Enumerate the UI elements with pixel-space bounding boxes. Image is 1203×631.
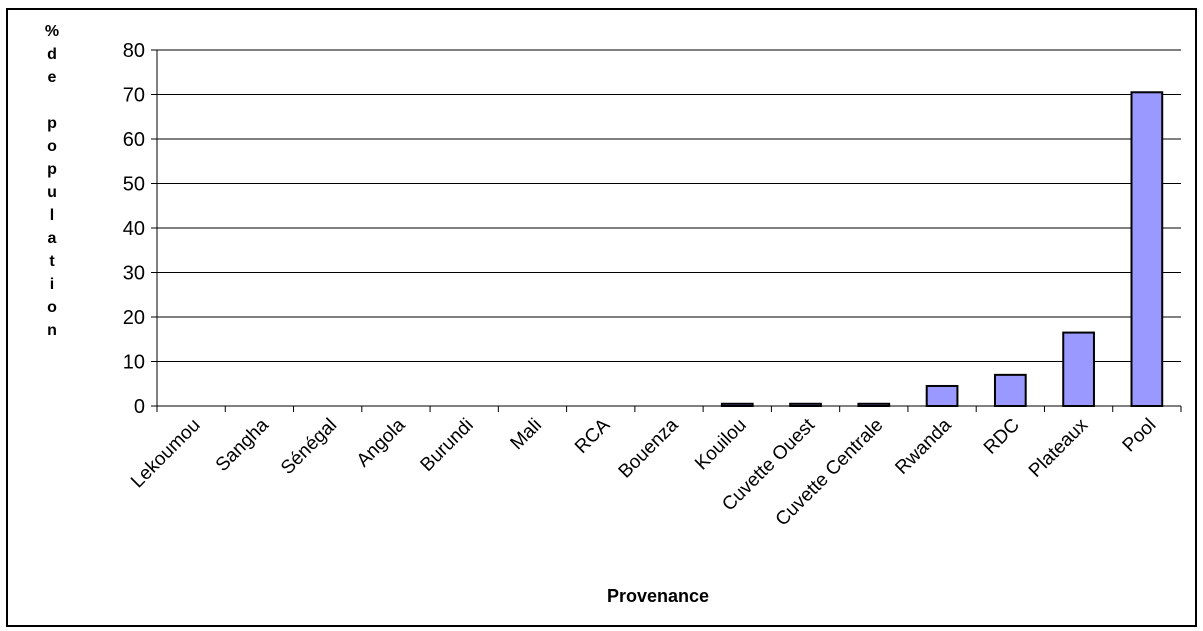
- bar: [993, 373, 1027, 408]
- y-axis-ticks: 0 10 20 30 40 50 60 70 80: [123, 40, 157, 418]
- y-axis-title-letter: l: [50, 207, 54, 224]
- y-tick-label: 40: [123, 218, 145, 240]
- x-tick-label: Angola: [353, 414, 410, 471]
- x-tick-label: Kouilou: [691, 415, 751, 475]
- x-tick-label: Lekoumou: [127, 415, 205, 493]
- bar: [1062, 331, 1095, 408]
- gridlines: [157, 49, 1181, 362]
- x-tick-label: Pool: [1119, 415, 1161, 457]
- y-tick-label: 0: [134, 396, 145, 418]
- y-tick-label: 70: [123, 85, 145, 107]
- x-axis-labels: Lekoumou Sangha Sénégal Angola Burundi Mali RC…: [127, 414, 1160, 530]
- x-tick-label: Mali: [507, 415, 546, 454]
- bar: [1130, 91, 1164, 408]
- x-tick-label: RCA: [571, 414, 614, 457]
- y-tick-label: 20: [123, 307, 145, 329]
- x-tick-label: Bouenza: [615, 414, 683, 482]
- x-tick-label: RDC: [980, 415, 1024, 459]
- x-tick-label: Sénégal: [277, 415, 341, 479]
- x-tick-label: Sangha: [212, 414, 273, 475]
- y-axis-title-letter: p: [47, 161, 57, 178]
- y-axis-title-letter: p: [47, 115, 57, 132]
- y-axis-title-letter: t: [49, 253, 55, 270]
- y-axis-title-letter: u: [47, 184, 57, 201]
- y-axis-title-letter: o: [47, 299, 57, 316]
- y-tick-label: 10: [123, 352, 145, 374]
- y-tick-label: 50: [123, 174, 145, 196]
- y-axis-title-letter: e: [48, 69, 57, 86]
- y-tick-label: 30: [123, 263, 145, 285]
- y-axis-title-letter: i: [50, 276, 54, 293]
- x-tick-label: Burundi: [417, 415, 478, 476]
- y-axis-title-letter: o: [47, 138, 57, 155]
- y-tick-label: 60: [123, 129, 145, 151]
- y-axis-title-letter: %: [45, 23, 59, 40]
- x-tick-label: Rwanda: [891, 414, 955, 478]
- y-axis-title-letter: n: [47, 322, 57, 339]
- bar: [925, 384, 959, 408]
- axes: [156, 50, 1182, 412]
- y-axis-title-letter: a: [48, 230, 57, 247]
- y-axis-title-letter: d: [47, 46, 57, 63]
- x-axis-title: Provenance: [607, 586, 709, 606]
- y-tick-label: 80: [123, 40, 145, 62]
- x-tick-label: Plateaux: [1025, 414, 1092, 481]
